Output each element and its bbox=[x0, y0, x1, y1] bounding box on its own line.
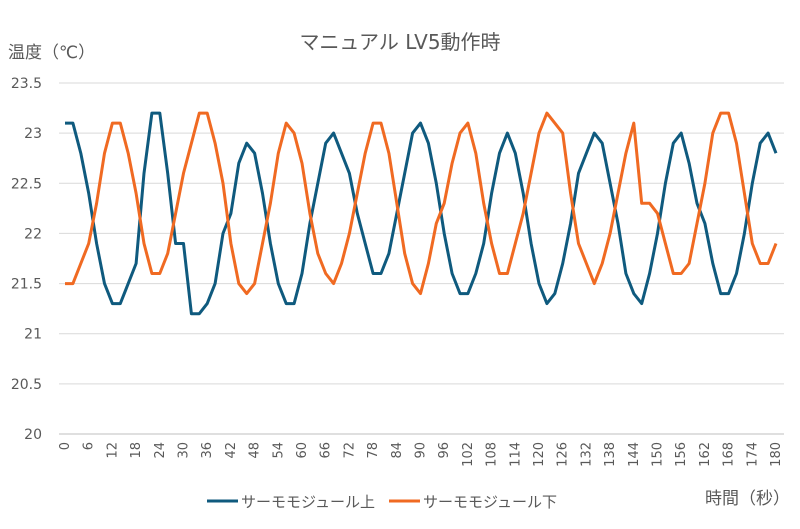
y-tick-label: 23 bbox=[24, 126, 42, 142]
x-tick-label: 168 bbox=[722, 442, 737, 467]
x-tick-label: 102 bbox=[461, 442, 476, 467]
x-tick-label: 150 bbox=[651, 442, 666, 467]
x-tick-label: 126 bbox=[556, 442, 571, 467]
series-line-upper bbox=[65, 111, 778, 316]
legend-label-lower: サーモモジュール下 bbox=[423, 493, 557, 511]
x-tick-label: 6 bbox=[82, 442, 97, 450]
y-tick-label: 21.5 bbox=[11, 277, 42, 293]
y-tick-label: 21 bbox=[24, 327, 42, 343]
legend-label-upper: サーモモジュール上 bbox=[241, 493, 375, 511]
gridlines bbox=[59, 82, 784, 435]
x-tick-label: 156 bbox=[674, 442, 689, 467]
x-tick-label: 96 bbox=[437, 442, 452, 459]
x-tick-label: 66 bbox=[319, 442, 334, 459]
x-tick-label: 12 bbox=[105, 442, 120, 459]
x-tick-label: 72 bbox=[342, 442, 357, 459]
x-tick-label: 42 bbox=[224, 442, 239, 459]
x-tick-label: 36 bbox=[200, 442, 215, 459]
x-tick-label: 24 bbox=[153, 442, 168, 459]
y-tick-label: 22.5 bbox=[11, 176, 42, 192]
series-lines bbox=[65, 111, 778, 316]
x-axis-label: 時間（秒） bbox=[705, 489, 790, 509]
x-tick-label: 78 bbox=[366, 442, 381, 459]
x-tick-label: 48 bbox=[248, 442, 263, 459]
x-tick-label: 144 bbox=[627, 442, 642, 467]
x-tick-labels: 0 6 12 18 24 30 36 42 48 54 60 66 72 78 84 90 96 102 108 11… bbox=[58, 442, 784, 467]
x-tick-label: 60 bbox=[295, 442, 310, 459]
y-tick-label: 20.5 bbox=[11, 377, 42, 393]
x-tick-label: 138 bbox=[603, 442, 618, 467]
legend: サーモモジュール上 サーモモジュール下 bbox=[207, 493, 557, 511]
chart-title: マニュアル LV5動作時 bbox=[299, 30, 500, 54]
x-tick-label: 132 bbox=[579, 442, 594, 467]
x-tick-label: 54 bbox=[271, 442, 286, 459]
x-tick-label: 162 bbox=[698, 442, 713, 467]
y-tick-label: 22 bbox=[24, 226, 42, 242]
x-tick-label: 30 bbox=[177, 442, 192, 459]
x-tick-label: 174 bbox=[745, 442, 760, 467]
y-tick-label: 20 bbox=[24, 427, 42, 443]
series-line-lower bbox=[65, 111, 778, 296]
x-tick-label: 0 bbox=[58, 442, 73, 450]
y-tick-labels: 20 20.5 21 21.5 22 22.5 23 23.5 bbox=[11, 76, 42, 443]
x-tick-label: 108 bbox=[485, 442, 500, 467]
x-tick-label: 114 bbox=[508, 442, 523, 467]
y-tick-label: 23.5 bbox=[11, 76, 42, 92]
x-tick-label: 120 bbox=[532, 442, 547, 467]
x-tick-label: 84 bbox=[390, 442, 405, 459]
y-axis-label: 温度（℃） bbox=[8, 43, 95, 63]
x-tick-label: 180 bbox=[769, 442, 784, 467]
x-tick-label: 90 bbox=[414, 442, 429, 459]
x-tick-label: 18 bbox=[129, 442, 144, 459]
